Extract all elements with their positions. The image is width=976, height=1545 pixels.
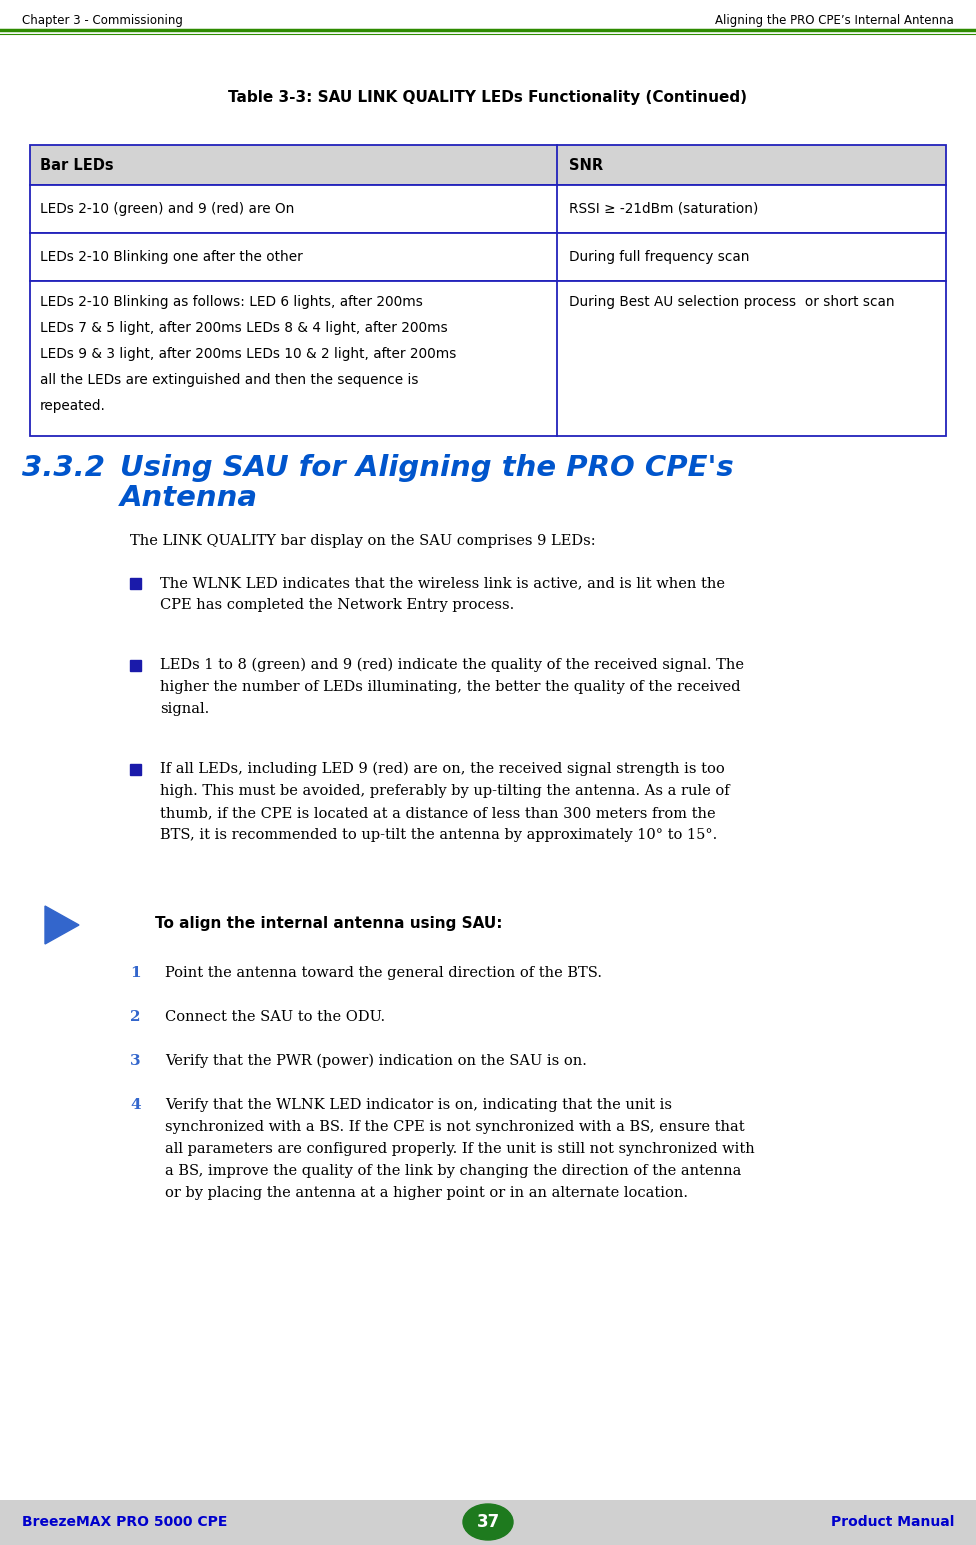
Text: Point the antenna toward the general direction of the BTS.: Point the antenna toward the general dir… xyxy=(165,966,602,980)
Bar xyxy=(130,578,141,589)
Text: thumb, if the CPE is located at a distance of less than 300 meters from the: thumb, if the CPE is located at a distan… xyxy=(160,806,715,820)
Text: BreezeMAX PRO 5000 CPE: BreezeMAX PRO 5000 CPE xyxy=(22,1516,227,1530)
Text: During Best AU selection process  or short scan: During Best AU selection process or shor… xyxy=(569,295,894,309)
FancyBboxPatch shape xyxy=(30,185,946,233)
FancyBboxPatch shape xyxy=(30,281,946,436)
Text: higher the number of LEDs illuminating, the better the quality of the received: higher the number of LEDs illuminating, … xyxy=(160,680,741,694)
Text: To align the internal antenna using SAU:: To align the internal antenna using SAU: xyxy=(155,916,503,932)
FancyBboxPatch shape xyxy=(30,233,946,281)
FancyBboxPatch shape xyxy=(0,1500,976,1545)
Text: Antenna: Antenna xyxy=(120,484,258,511)
Text: Bar LEDs: Bar LEDs xyxy=(40,158,113,173)
Text: repeated.: repeated. xyxy=(40,399,105,413)
Text: 1: 1 xyxy=(130,966,141,980)
Text: 2: 2 xyxy=(130,1010,141,1024)
Text: During full frequency scan: During full frequency scan xyxy=(569,250,750,264)
Text: LEDs 2-10 Blinking as follows: LED 6 lights, after 200ms: LEDs 2-10 Blinking as follows: LED 6 lig… xyxy=(40,295,423,309)
Text: Connect the SAU to the ODU.: Connect the SAU to the ODU. xyxy=(165,1010,386,1024)
Text: LEDs 7 & 5 light, after 200ms LEDs 8 & 4 light, after 200ms: LEDs 7 & 5 light, after 200ms LEDs 8 & 4… xyxy=(40,321,448,335)
Text: all the LEDs are extinguished and then the sequence is: all the LEDs are extinguished and then t… xyxy=(40,372,419,386)
Text: high. This must be avoided, preferably by up-tilting the antenna. As a rule of: high. This must be avoided, preferably b… xyxy=(160,783,730,799)
Text: a BS, improve the quality of the link by changing the direction of the antenna: a BS, improve the quality of the link by… xyxy=(165,1163,742,1177)
Text: RSSI ≥ -21dBm (saturation): RSSI ≥ -21dBm (saturation) xyxy=(569,202,758,216)
Bar xyxy=(130,763,141,776)
Text: LEDs 2-10 (green) and 9 (red) are On: LEDs 2-10 (green) and 9 (red) are On xyxy=(40,202,295,216)
Text: signal.: signal. xyxy=(160,701,209,715)
Text: all parameters are configured properly. If the unit is still not synchronized wi: all parameters are configured properly. … xyxy=(165,1142,754,1156)
Text: Table 3-3: SAU LINK QUALITY LEDs Functionality (Continued): Table 3-3: SAU LINK QUALITY LEDs Functio… xyxy=(228,90,748,105)
Text: SNR: SNR xyxy=(569,158,603,173)
Text: or by placing the antenna at a higher point or in an alternate location.: or by placing the antenna at a higher po… xyxy=(165,1187,688,1200)
Text: Verify that the PWR (power) indication on the SAU is on.: Verify that the PWR (power) indication o… xyxy=(165,1054,587,1069)
Text: The WLNK LED indicates that the wireless link is active, and is lit when the: The WLNK LED indicates that the wireless… xyxy=(160,576,725,590)
Text: LEDs 9 & 3 light, after 200ms LEDs 10 & 2 light, after 200ms: LEDs 9 & 3 light, after 200ms LEDs 10 & … xyxy=(40,348,457,362)
Text: synchronized with a BS. If the CPE is not synchronized with a BS, ensure that: synchronized with a BS. If the CPE is no… xyxy=(165,1120,745,1134)
Text: If all LEDs, including LED 9 (red) are on, the received signal strength is too: If all LEDs, including LED 9 (red) are o… xyxy=(160,762,725,777)
Polygon shape xyxy=(45,905,79,944)
FancyBboxPatch shape xyxy=(30,145,946,185)
Text: Product Manual: Product Manual xyxy=(831,1516,954,1530)
Text: BTS, it is recommended to up-tilt the antenna by approximately 10° to 15°.: BTS, it is recommended to up-tilt the an… xyxy=(160,828,717,842)
Text: LEDs 1 to 8 (green) and 9 (red) indicate the quality of the received signal. The: LEDs 1 to 8 (green) and 9 (red) indicate… xyxy=(160,658,744,672)
Text: CPE has completed the Network Entry process.: CPE has completed the Network Entry proc… xyxy=(160,598,514,612)
Text: Verify that the WLNK LED indicator is on, indicating that the unit is: Verify that the WLNK LED indicator is on… xyxy=(165,1098,672,1112)
Text: 3: 3 xyxy=(130,1054,141,1068)
Text: 3.3.2: 3.3.2 xyxy=(22,454,105,482)
Text: Using SAU for Aligning the PRO CPE's: Using SAU for Aligning the PRO CPE's xyxy=(120,454,734,482)
Text: 37: 37 xyxy=(476,1513,500,1531)
Ellipse shape xyxy=(463,1503,513,1540)
Text: Aligning the PRO CPE’s Internal Antenna: Aligning the PRO CPE’s Internal Antenna xyxy=(715,14,954,26)
Text: The LINK QUALITY bar display on the SAU comprises 9 LEDs:: The LINK QUALITY bar display on the SAU … xyxy=(130,535,595,548)
Text: LEDs 2-10 Blinking one after the other: LEDs 2-10 Blinking one after the other xyxy=(40,250,303,264)
Text: Chapter 3 - Commissioning: Chapter 3 - Commissioning xyxy=(22,14,183,26)
Bar xyxy=(130,660,141,671)
Text: 4: 4 xyxy=(130,1098,141,1112)
